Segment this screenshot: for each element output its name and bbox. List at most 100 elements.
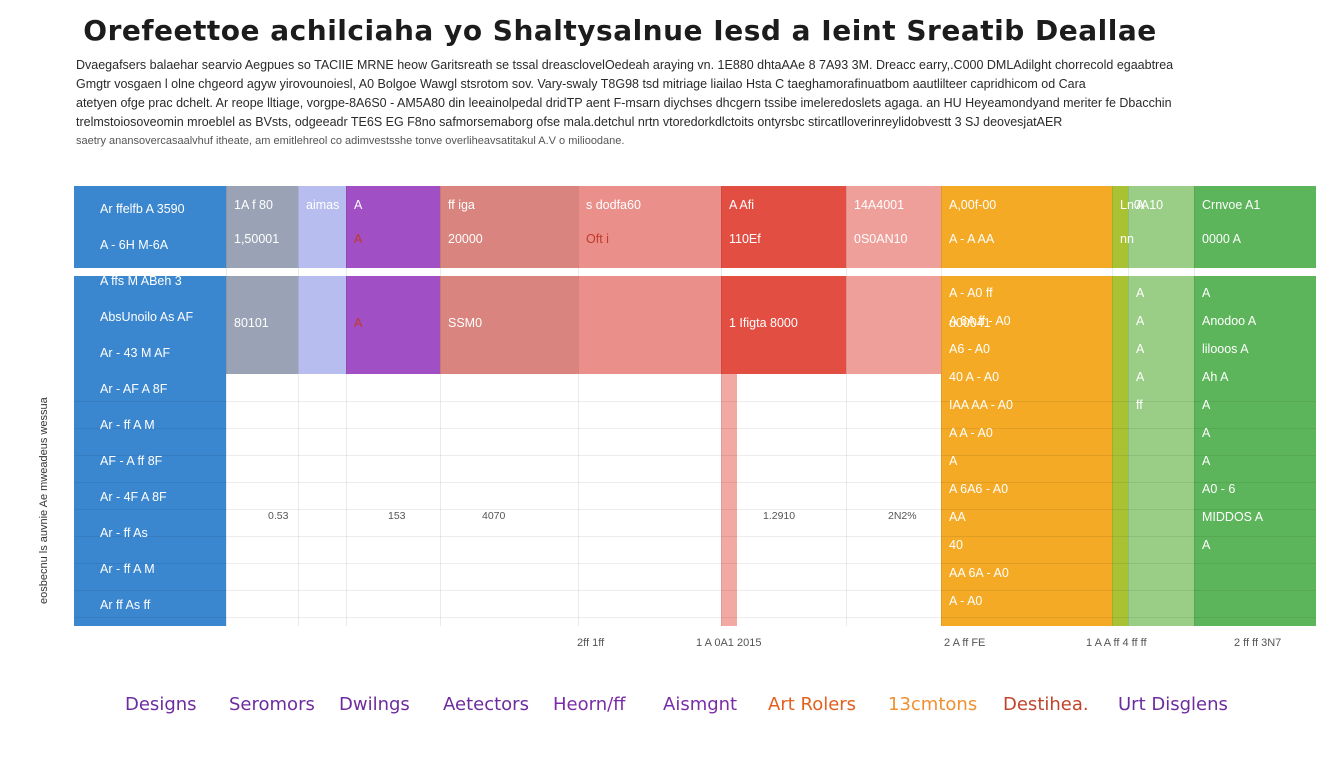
legend-category: Seromors (229, 694, 315, 715)
grid-line (846, 186, 847, 626)
cell-label: IAA AA - A0 (949, 398, 1013, 412)
cell-label: A (1202, 286, 1211, 300)
intro-line: trelmstoiosoveomin mroeblel as BVsts, od… (76, 115, 1063, 129)
cell-label: Oft i (586, 232, 609, 246)
grid-line (226, 186, 227, 626)
heatmap-column (346, 186, 440, 374)
y-axis-label: eosbecnu ls auvnie Ae mweadeus wessua (38, 397, 50, 604)
grid-line (74, 563, 1316, 564)
cell-label: A (354, 316, 363, 330)
grid-line (74, 536, 1316, 537)
cell-label: s dodfa60 (586, 198, 641, 212)
cell-label: 20000 (448, 232, 483, 246)
legend-category: Destihea. (1003, 694, 1089, 715)
cell-label: Ar - AF A 8F (100, 382, 168, 396)
cell-label: 40 (949, 538, 963, 552)
grid-line (74, 509, 1316, 510)
heatmap-column (1128, 186, 1194, 626)
grid-line (74, 617, 1316, 618)
cell-label: ff (1136, 398, 1143, 412)
cell-label: Crnvoe A1 (1202, 198, 1261, 212)
band-separator (74, 268, 1316, 276)
cell-label: 0000 A (1202, 232, 1241, 246)
cell-label: Ln0A10 (1120, 198, 1164, 212)
grid-line (298, 186, 299, 626)
legend-category: Aismgnt (663, 694, 738, 715)
cell-label: aimas (306, 198, 340, 212)
cell-label: A (1136, 198, 1145, 212)
cell-label: A (1136, 286, 1145, 300)
legend-category: Urt Disglens (1118, 694, 1228, 715)
cell-label: A (1202, 398, 1211, 412)
cell-label: A0 - 6 (1202, 482, 1236, 496)
cell-label: Ar - ff A M (100, 418, 155, 432)
cell-label: AF - A ff 8F (100, 454, 163, 468)
cell-label: Anodoo A (1202, 314, 1257, 328)
cell-label: Ar - 4F A 8F (100, 490, 167, 504)
heatmap-column (1194, 186, 1316, 626)
heatmap-column (440, 186, 578, 374)
grid-line (440, 186, 441, 626)
cell-label: AbsUnoilo As AF (100, 310, 194, 324)
cell-label: 1A f 80 (234, 198, 273, 212)
cell-label: u00041 (949, 316, 991, 330)
cell-label: 0S0AN10 (854, 232, 908, 246)
cell-label: 1.2910 (763, 510, 796, 522)
cell-label: A 6A ff - A0 (949, 314, 1011, 328)
grid-line (941, 186, 942, 626)
cell-label: Ar ff As ff (100, 598, 151, 612)
grid-line (74, 590, 1316, 591)
cell-label: Ah A (1202, 370, 1229, 384)
grid-line (1128, 186, 1129, 626)
cell-label: lilooos A (1202, 342, 1249, 356)
grid-line (74, 428, 1316, 429)
heatmap-column (298, 186, 346, 374)
intro-line: Dvaegafsers balaehar searvio Aegpues so … (76, 58, 1174, 72)
heatmap-column (846, 186, 941, 374)
cell-label: A ffs M ABeh 3 (100, 274, 182, 288)
cell-label: Ar - ff As (100, 526, 148, 540)
legend-category: 13cmtons (888, 694, 978, 715)
legend-category: Designs (125, 694, 197, 715)
grid-line (721, 186, 722, 626)
heatmap-column (1112, 186, 1128, 626)
cell-label: Ar - 43 M AF (100, 346, 171, 360)
cell-label: ff iga (448, 198, 475, 212)
grid-line (1112, 186, 1113, 626)
cell-label: A 6A6 - A0 (949, 482, 1009, 496)
cell-label: A - 6H M-6A (100, 238, 169, 252)
cell-label: A - A0 (949, 594, 983, 608)
heatmap-column (941, 186, 1112, 626)
grid-line (74, 401, 1316, 402)
grid-line (578, 186, 579, 626)
heatmap-column (226, 186, 298, 374)
cell-label: 80101 (234, 316, 269, 330)
cell-label: A (354, 198, 363, 212)
cell-label: A Afi (729, 198, 755, 212)
cell-label: SSM0 (448, 316, 483, 330)
cell-label: A A - A0 (949, 426, 993, 440)
cell-label: 14A4001 (854, 198, 905, 212)
cell-label: 153 (388, 510, 406, 522)
cell-label: 2N2% (888, 510, 917, 522)
cell-label: 0.53 (268, 510, 289, 522)
cell-label: Ar ffelfb A 3590 (100, 202, 185, 216)
cell-label: MIDDOS A (1202, 510, 1264, 524)
cell-label: A (1202, 538, 1211, 552)
heatmap-column (578, 186, 721, 374)
grid-line (74, 482, 1316, 483)
intro-line: atetyen ofge prac dchelt. Ar reope lltia… (76, 96, 1172, 110)
chart-title: Orefeettoe achilciaha yo Shaltysalnue Ie… (83, 14, 1157, 47)
intro-line: Gmgtr vosgaen l olne chgeord agyw yirovo… (76, 77, 1086, 91)
cell-label: A (1136, 370, 1145, 384)
cell-label: 1 Ifigta 8000 (729, 316, 798, 330)
cell-label: 110Ef (729, 232, 761, 246)
x-tick-label: 2 A ff FE (944, 637, 986, 649)
intro-line: saetry anansovercasaalvhuf itheate, am e… (76, 135, 625, 147)
legend-category: Dwilngs (339, 694, 410, 715)
cell-label: AA (949, 510, 966, 524)
legend-category: Art Rolers (768, 694, 857, 715)
cell-label: A (354, 232, 363, 246)
cell-label: 4070 (482, 510, 506, 522)
cell-label: A (949, 454, 958, 468)
